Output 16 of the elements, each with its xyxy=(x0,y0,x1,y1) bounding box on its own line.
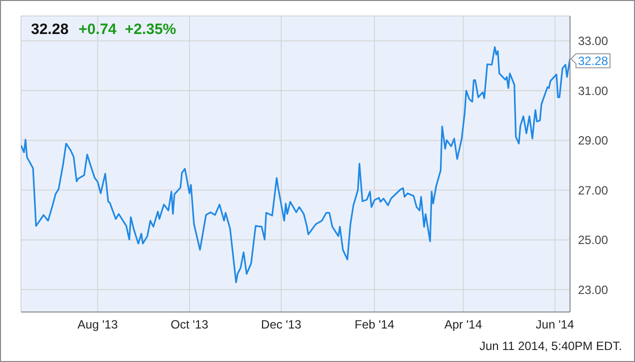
y-tick-label: 27.00 xyxy=(578,183,608,198)
y-tick-label: 33.00 xyxy=(578,34,608,48)
chart-subtitle: +0.74 +2.35% xyxy=(78,21,176,38)
y-tick-label: 31.00 xyxy=(578,84,608,98)
chart-title: 32.28 xyxy=(31,21,69,38)
x-tick-label: Oct '13 xyxy=(170,318,209,332)
annotation: 32.28 xyxy=(578,54,608,68)
x-tick-label: Dec '13 xyxy=(261,318,302,332)
y-tick-label: 23.00 xyxy=(578,282,608,297)
y-tick-label: 29.00 xyxy=(578,134,608,148)
text: Jun 11 2014, 5:40PM EDT. xyxy=(479,339,622,353)
x-tick-label: Jun '14 xyxy=(536,318,574,332)
x-tick-label: Feb '14 xyxy=(354,318,395,332)
x-tick-label: Apr '14 xyxy=(444,318,482,332)
y-tick-label: 25.00 xyxy=(578,233,608,248)
x-tick-label: Aug '13 xyxy=(78,318,118,332)
